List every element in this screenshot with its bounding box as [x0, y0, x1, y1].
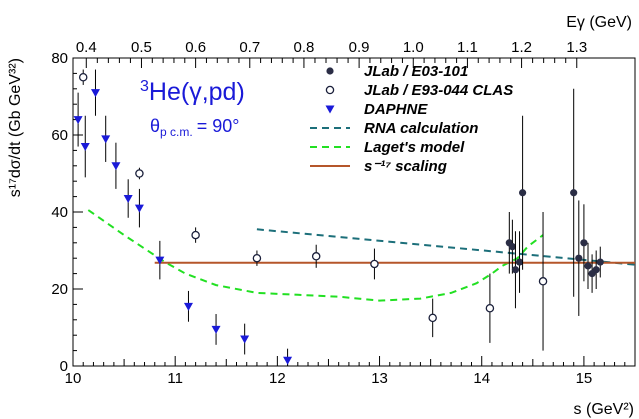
- x-tick-label: 13: [371, 370, 388, 387]
- data-point: [155, 256, 165, 265]
- data-point: [73, 116, 83, 125]
- data-point: [515, 258, 524, 266]
- top-tick-label: 0.8: [294, 39, 315, 56]
- x-tick-label: 10: [65, 370, 82, 387]
- y-tick-label: 60: [51, 127, 68, 144]
- legend-label: Laget's model: [364, 139, 465, 156]
- x-tick-label: 14: [473, 370, 490, 387]
- data-point: [508, 243, 516, 251]
- data-point: [311, 252, 321, 261]
- y-tick-label: 0: [60, 358, 68, 375]
- top-tick-label: 0.9: [349, 39, 370, 56]
- data-point: [252, 253, 262, 263]
- data-point: [90, 89, 100, 98]
- y-tick-label: 40: [51, 204, 68, 221]
- top-tick-label: 1.3: [566, 39, 587, 56]
- data-point: [134, 204, 144, 213]
- data-point: [325, 105, 335, 114]
- x-tick-label: 12: [269, 370, 286, 387]
- x-tick-label: 11: [167, 370, 183, 387]
- series-2: [73, 69, 293, 366]
- axis-ticks: 10 11 12 13 14 15 0 20 40 60 80 0.4 0.5 0.6 0.7 0.8 0.9 1…: [51, 39, 636, 387]
- series-1: [78, 69, 548, 351]
- x-tick-label: 15: [576, 370, 593, 387]
- data-point: [211, 325, 221, 334]
- reaction-annotation: 3He(γ,pd) θp c.m. = 90°: [140, 78, 245, 139]
- data-point: [135, 169, 144, 178]
- data-point: [78, 73, 88, 82]
- top-tick-label: 1.1: [457, 39, 478, 56]
- y-tick-label: 80: [51, 50, 68, 67]
- top-tick-label: 0.6: [185, 39, 206, 56]
- top-tick-label: 1.2: [511, 39, 532, 56]
- theta-subscript: p c.m.: [160, 125, 193, 139]
- legend: JLab / E03-101 JLab / E93-044 CLAS DAPHNE R…: [310, 63, 513, 175]
- data-point: [584, 262, 592, 270]
- top-tick-label: 0.7: [239, 39, 260, 56]
- data-point: [538, 277, 548, 286]
- svg-text:θp c.m.= 90°: θp c.m. = 90°: [150, 116, 239, 139]
- theta-value: = 90°: [197, 116, 240, 136]
- top-tick-label: 0.4: [76, 39, 97, 56]
- reaction-superscript: 3: [140, 78, 149, 95]
- data-point: [575, 254, 583, 262]
- data-point: [123, 195, 133, 204]
- data-point: [485, 303, 495, 313]
- data-point: [326, 67, 334, 75]
- data-point: [580, 239, 588, 247]
- top-tick-label: 1.0: [403, 39, 424, 56]
- data-point: [80, 143, 90, 152]
- x-axis-label: s (GeV²): [574, 401, 634, 418]
- theta-symbol: θ: [150, 116, 160, 136]
- top-axis-label: Eγ (GeV): [566, 14, 632, 31]
- legend-label: RNA calculation: [364, 120, 478, 137]
- curve-line-0: [256, 228, 636, 266]
- data-point: [325, 85, 335, 95]
- data-point: [592, 266, 600, 274]
- svg-text:3He(γ,pd): 3He(γ,pd): [140, 78, 245, 106]
- legend-label: JLab / E03-101: [364, 63, 468, 80]
- data-points: [73, 69, 604, 366]
- data-point: [240, 335, 250, 344]
- y-tick-label: 20: [51, 281, 68, 298]
- model-curves: [87, 209, 636, 302]
- data-point: [570, 189, 578, 197]
- data-point: [519, 189, 527, 197]
- data-point: [191, 230, 200, 240]
- top-tick-label: 0.5: [131, 39, 152, 56]
- data-point: [511, 266, 520, 274]
- legend-label: DAPHNE: [364, 101, 428, 118]
- reaction-label: He(γ,pd): [149, 78, 245, 106]
- data-point: [370, 259, 379, 269]
- data-point: [183, 302, 193, 311]
- data-point: [101, 135, 111, 144]
- data-point: [596, 258, 604, 266]
- data-point: [111, 162, 121, 171]
- series-0: [505, 88, 604, 316]
- legend-label: s⁻¹⁷ scaling: [364, 158, 447, 175]
- data-point: [428, 313, 437, 323]
- y-axis-label: s¹⁷dσ/dt (Gb GeV³²): [7, 58, 24, 197]
- legend-label: JLab / E93-044 CLAS: [364, 82, 513, 99]
- data-point: [283, 356, 293, 365]
